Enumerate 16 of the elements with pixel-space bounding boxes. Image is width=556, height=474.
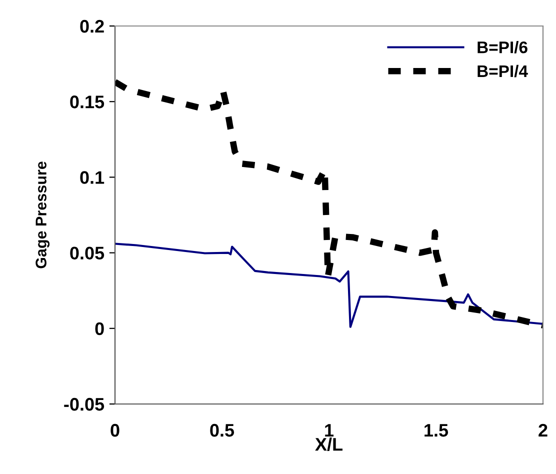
y-tick-label: 0.1 [80,171,104,184]
x-axis-title: X/L [315,438,342,451]
y-tick-label: 0.05 [70,246,104,260]
x-tick-label: 1 [325,424,334,437]
x-tick-label: 1.5 [424,424,448,437]
y-tick-label: 0 [95,322,104,336]
x-tick-label: 0 [110,424,120,437]
legend-label: B=PI/4 [478,64,528,78]
x-tick-label: 0.5 [210,424,234,437]
y-axis-title: Gage Pressure [36,162,50,268]
legend-label: B=PI/6 [478,41,528,54]
y-tick-label: -0.05 [64,398,104,411]
y-tick-label: 0.15 [70,96,104,108]
y-tick-label: 0.2 [80,20,104,33]
line-series [115,242,543,328]
x-tick-label: 2 [538,424,548,437]
